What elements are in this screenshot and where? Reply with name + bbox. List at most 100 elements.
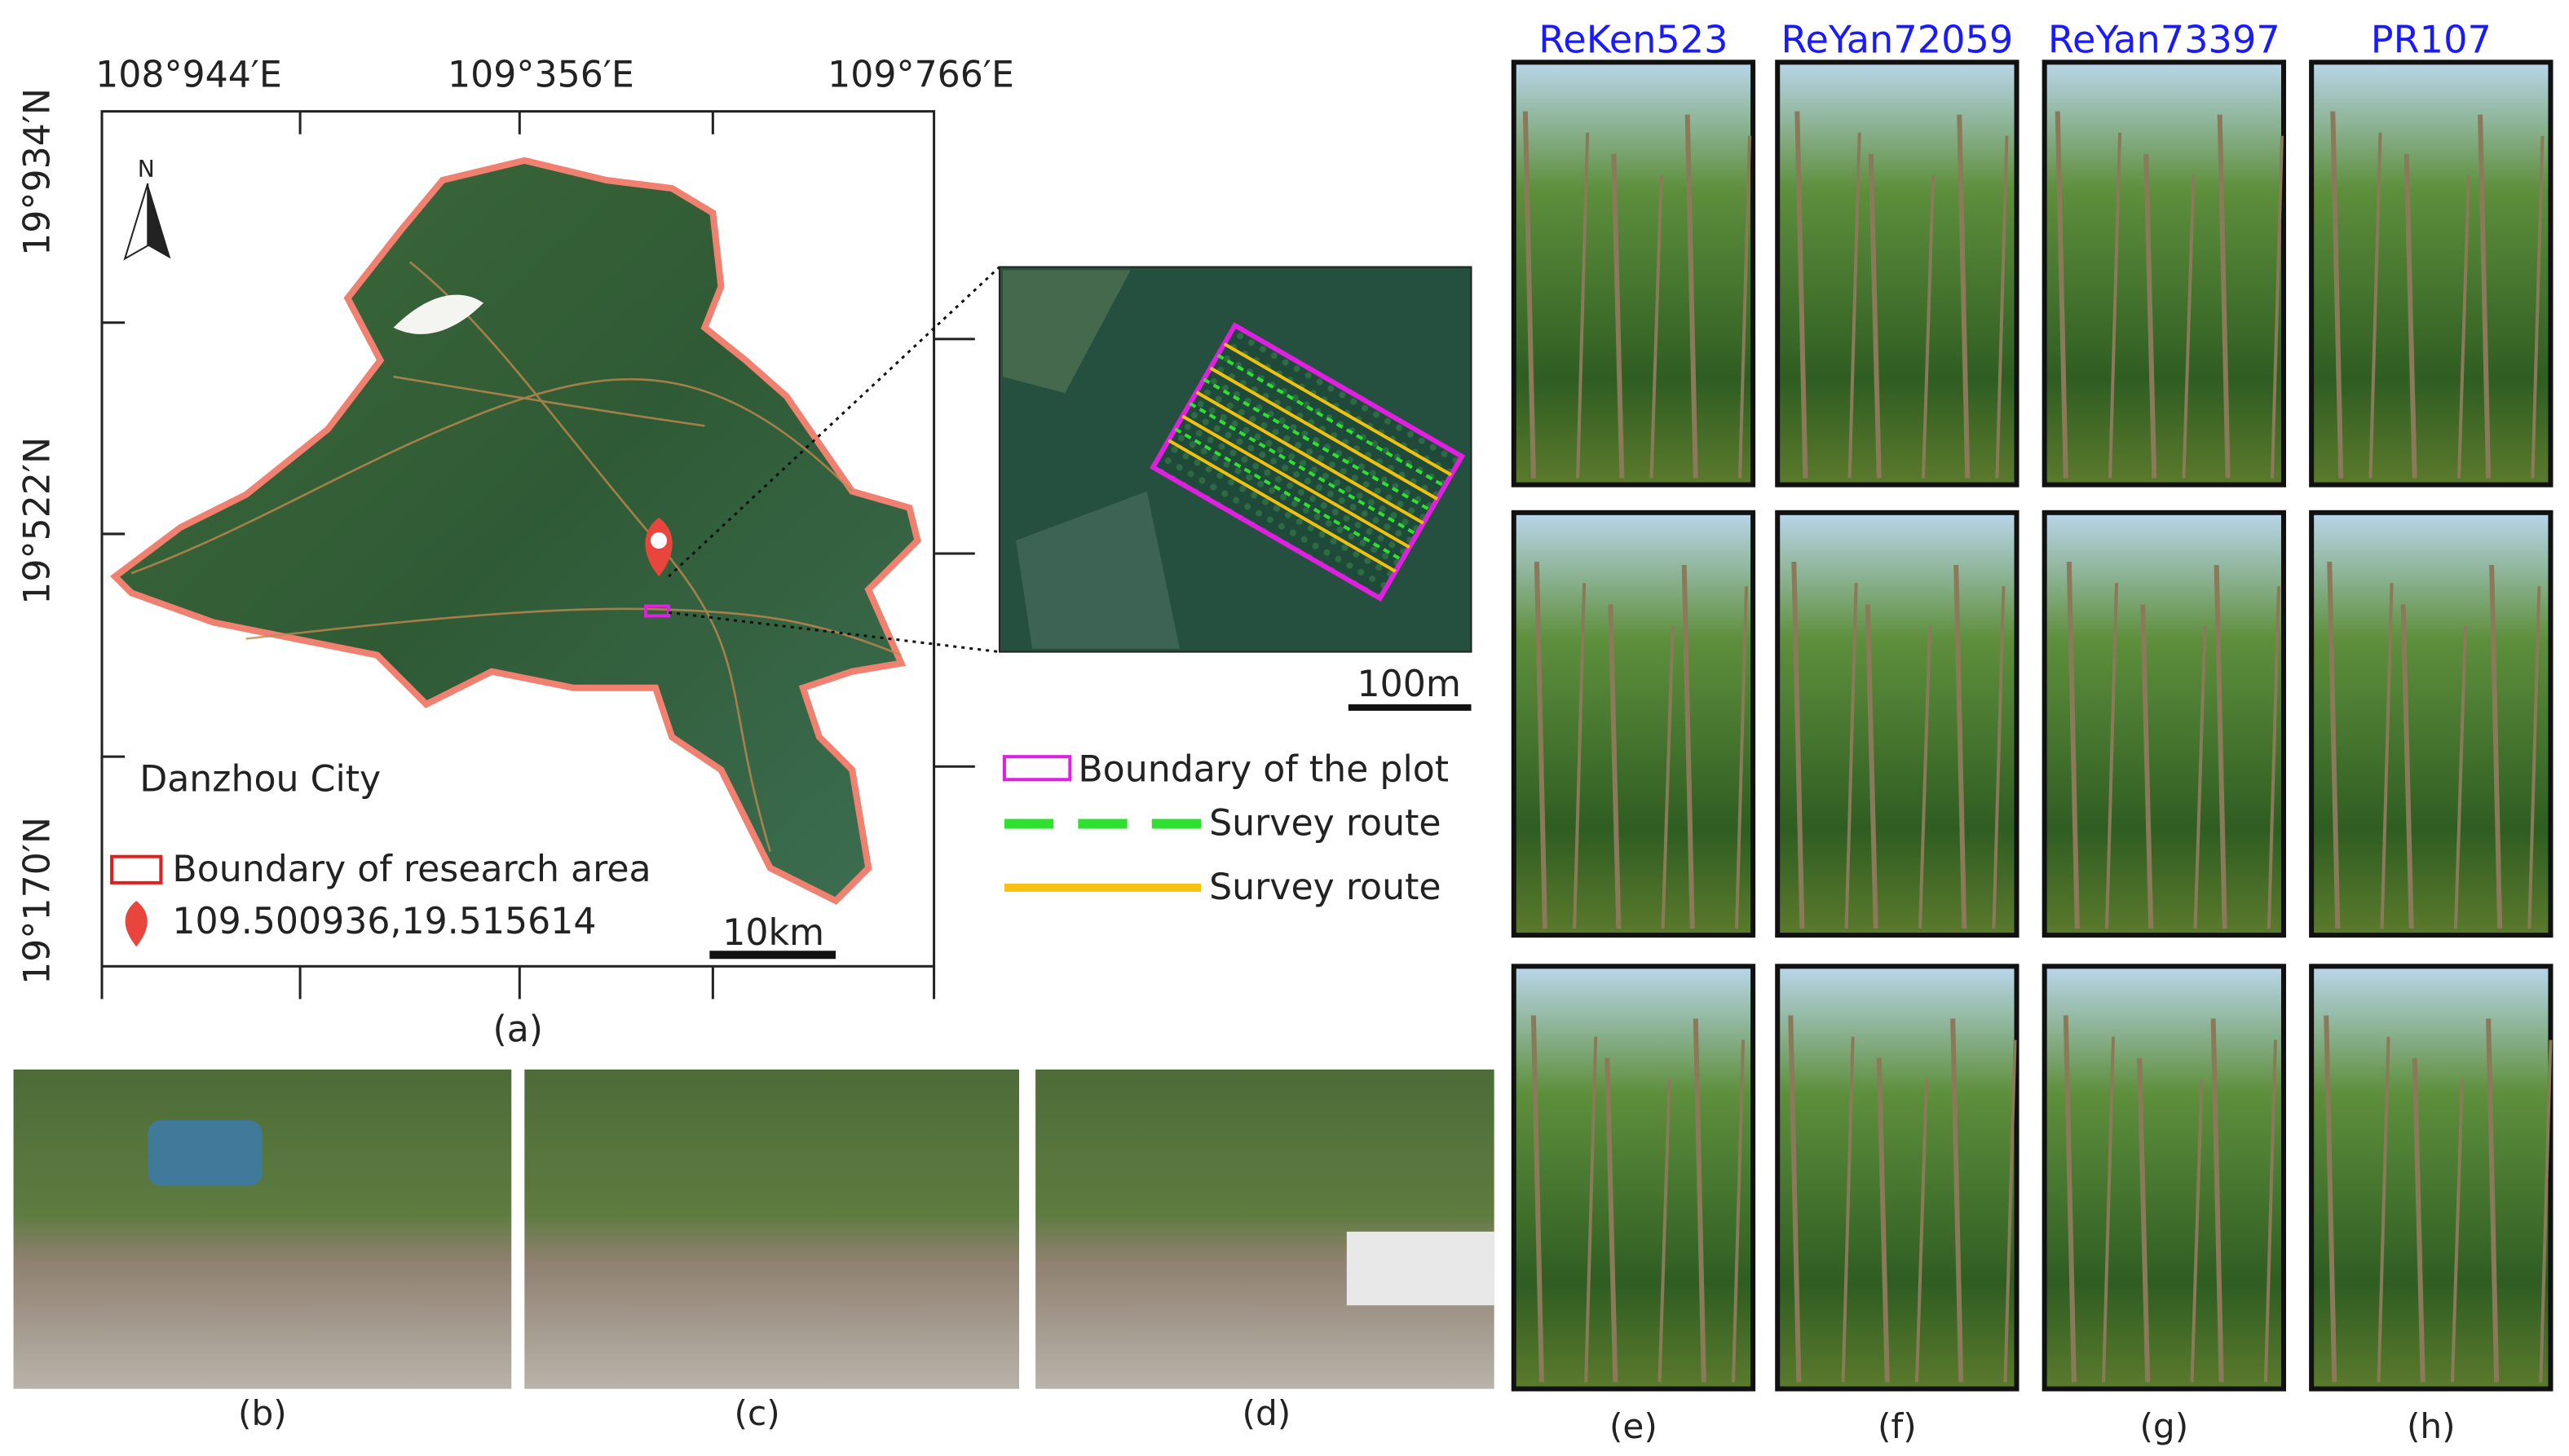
trunk — [1693, 1018, 1706, 1383]
photo — [2042, 510, 2287, 938]
trunk — [2267, 586, 2280, 929]
trunk — [1791, 562, 1805, 929]
trunk — [2527, 586, 2541, 929]
trunk — [2539, 1039, 2553, 1383]
trunk — [1731, 1039, 1746, 1383]
trunk — [1661, 625, 1675, 929]
panel-label: (g) — [2139, 1406, 2188, 1446]
photo — [2309, 60, 2554, 488]
trunk — [2055, 111, 2068, 479]
trunk — [2108, 132, 2122, 479]
photo-wall — [1346, 1231, 1494, 1306]
clone-name: ReYan73397 — [2048, 17, 2280, 61]
trunk — [2456, 174, 2471, 479]
trunk — [2327, 562, 2341, 929]
inset-field — [1016, 491, 1180, 649]
trunk — [1681, 565, 1695, 929]
trunk — [1953, 565, 1967, 929]
trunk — [1608, 604, 1622, 929]
trunk — [2330, 111, 2344, 479]
trunk — [2412, 1057, 2426, 1383]
trunk — [1684, 114, 1698, 479]
trunk — [1918, 625, 1932, 929]
trunk — [1995, 135, 2009, 479]
trunk — [2217, 114, 2231, 479]
panel-label: (b) — [238, 1393, 287, 1433]
legend-label: Survey route — [1209, 867, 1441, 908]
lon-label: 109°356′E — [448, 54, 634, 95]
trunk — [2324, 1015, 2337, 1383]
trunk — [2182, 174, 2196, 479]
photo — [524, 1069, 1020, 1389]
legend-swatch — [1002, 755, 1072, 782]
trunk — [1657, 1079, 1671, 1383]
legend-swatch — [110, 854, 163, 885]
north-label: N — [138, 156, 155, 183]
lat-label: 19°934′N — [17, 88, 59, 256]
legend-label: 109.500936,19.515614 — [172, 901, 596, 942]
photo-car — [148, 1120, 263, 1186]
map-ticks — [100, 111, 975, 999]
trunk — [1865, 604, 1878, 929]
legend-pin — [125, 900, 148, 947]
trunk — [1847, 132, 1861, 479]
trunk — [2140, 604, 2154, 929]
photo — [1511, 964, 1756, 1392]
region — [109, 157, 921, 905]
trunk — [1522, 111, 1536, 479]
photo — [1511, 60, 1756, 488]
trunk — [2101, 1036, 2116, 1383]
plot-boundary — [1150, 322, 1466, 602]
trunk — [2486, 1018, 2500, 1383]
trunk — [1788, 1015, 1802, 1383]
photo — [13, 1069, 512, 1389]
panel-label: (h) — [2407, 1406, 2456, 1446]
trunk — [2214, 565, 2227, 929]
photo — [2309, 510, 2554, 938]
trunk — [2137, 1057, 2151, 1383]
trunk — [2380, 583, 2394, 929]
panel-label: (d) — [1243, 1393, 1291, 1433]
trunk — [2003, 1039, 2017, 1383]
photo — [1035, 1069, 1494, 1389]
trunk — [1649, 174, 1663, 479]
trunk — [1794, 111, 1808, 479]
reservoir — [393, 294, 484, 334]
photo — [2042, 60, 2287, 488]
panel-label: (e) — [1609, 1406, 1657, 1446]
trunk — [2453, 625, 2467, 929]
clone-name: ReKen523 — [1538, 17, 1728, 61]
trunk — [2190, 1079, 2204, 1383]
trunk — [2403, 153, 2417, 479]
legend-label: Boundary of the plot — [1078, 748, 1449, 790]
trunk — [2400, 604, 2414, 929]
panel-label: (c) — [735, 1393, 780, 1433]
photo — [1775, 964, 2019, 1392]
panel-label: (f) — [1878, 1406, 1917, 1446]
trunk — [1530, 1015, 1544, 1383]
trunk — [2368, 132, 2382, 479]
trunk — [2489, 565, 2503, 929]
photo — [2309, 964, 2554, 1392]
trunk — [2143, 153, 2157, 479]
trunk — [1737, 135, 1752, 479]
north-arrow: N — [123, 156, 171, 261]
trunk — [2066, 562, 2080, 929]
trunk — [2063, 1015, 2077, 1383]
clone-photos: ReKen523 (e) ReYan72059 (f) ReYan73397 (g) PR1… — [1511, 17, 2554, 1446]
trunk — [1841, 1036, 1855, 1383]
field-photos: (b) (c) (d) — [13, 1069, 1494, 1433]
legend-label: Boundary of research area — [172, 849, 651, 890]
lon-label: 109°766′E — [828, 54, 1014, 95]
trunk — [1876, 1057, 1890, 1383]
inset-field — [1002, 270, 1131, 394]
legend-label: Survey route — [1209, 803, 1441, 845]
clone-name: PR107 — [2371, 17, 2492, 61]
trunk — [1576, 132, 1590, 479]
photo — [2042, 964, 2287, 1392]
trunk — [2531, 135, 2545, 479]
trunk — [1950, 1018, 1964, 1383]
trunk — [1605, 1057, 1618, 1383]
trunk — [1844, 583, 1858, 929]
